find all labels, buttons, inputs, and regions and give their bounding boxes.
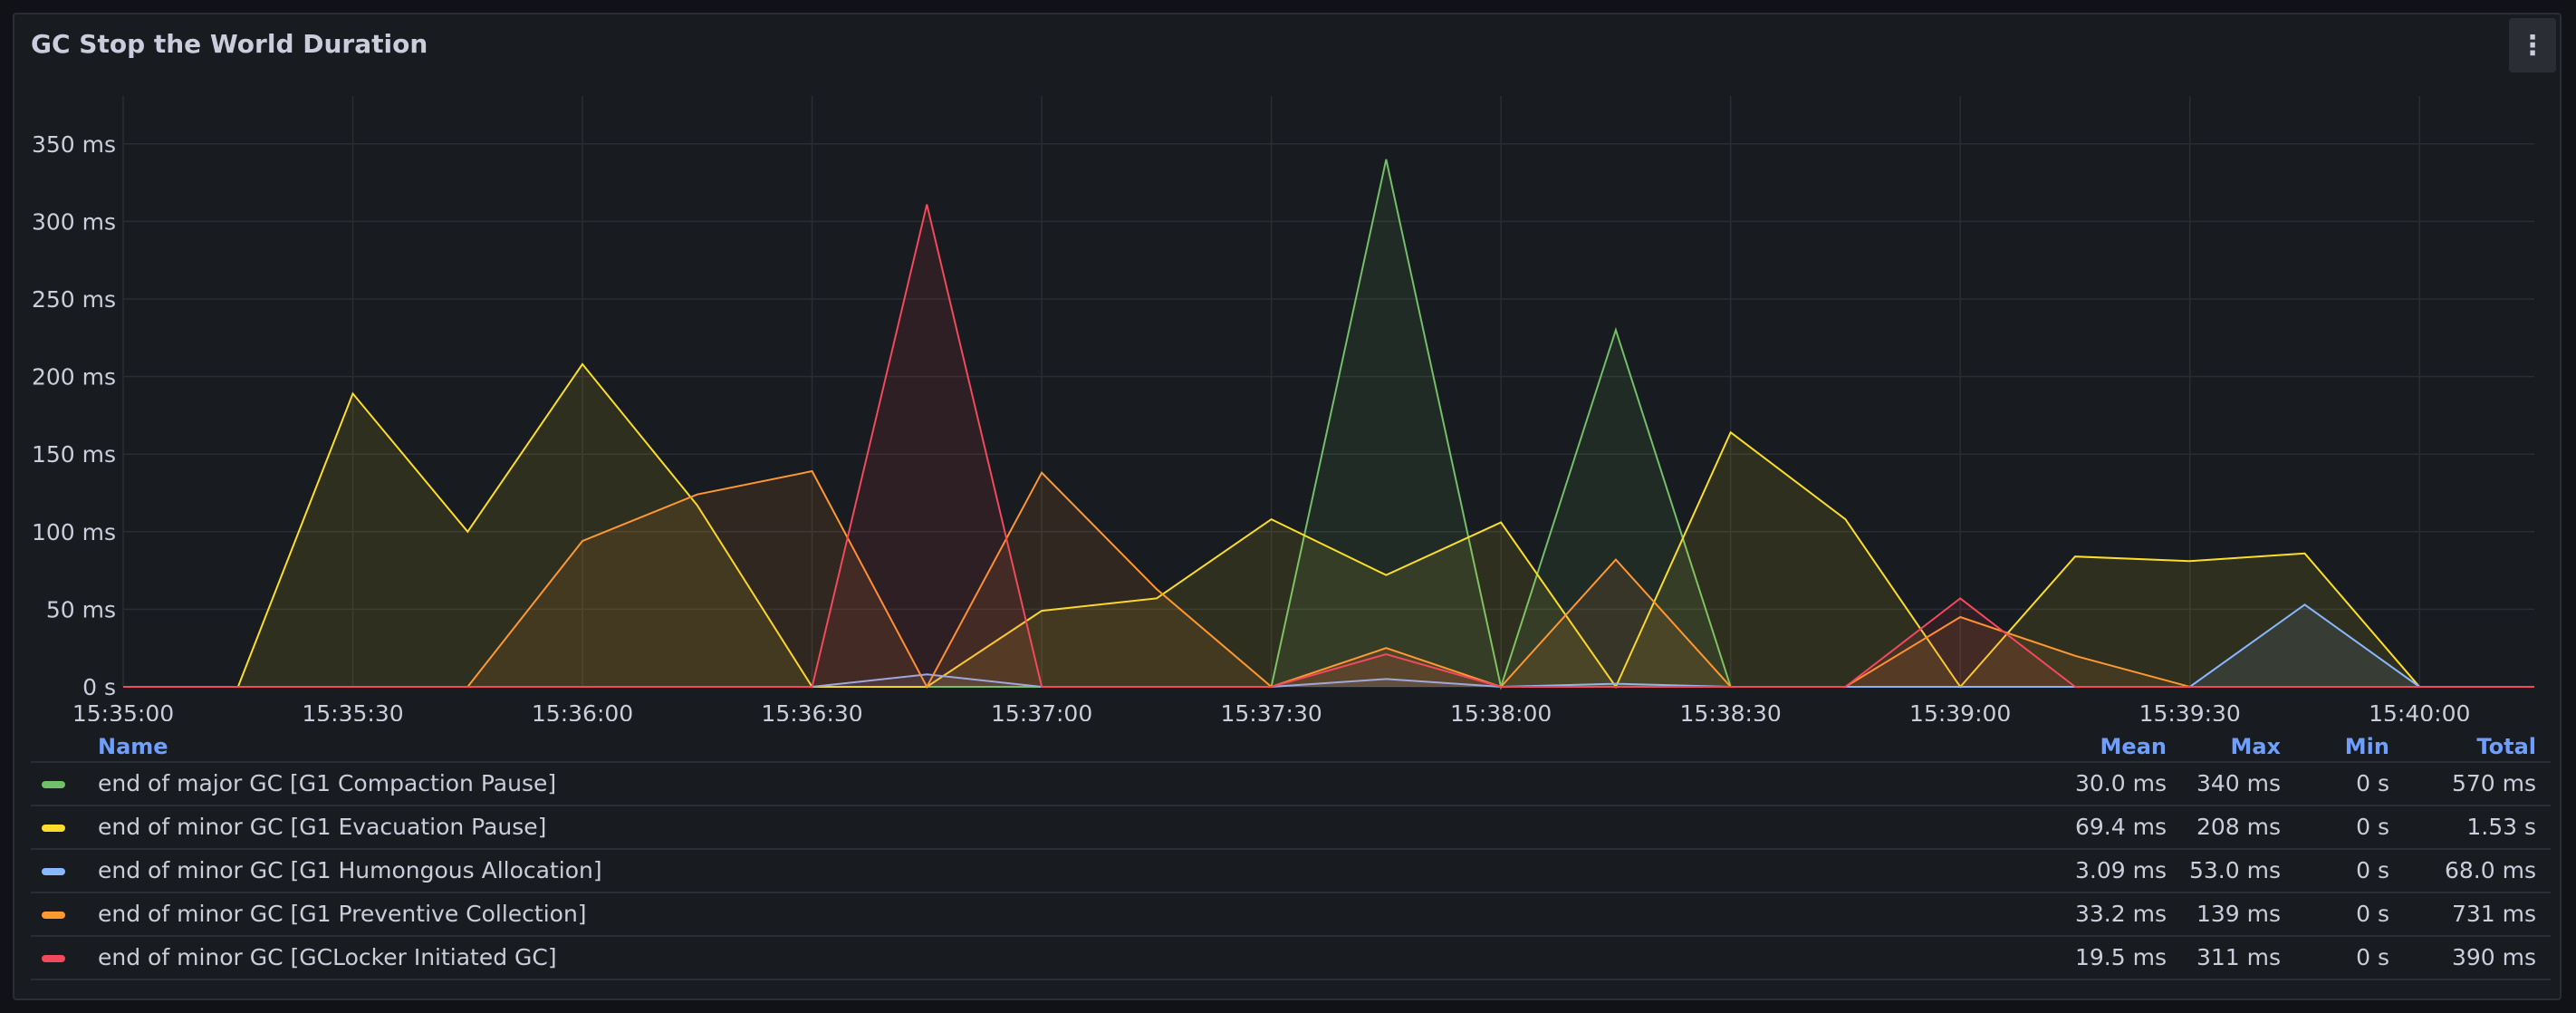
legend-color-swatch xyxy=(42,955,65,962)
legend-total: 68.0 ms xyxy=(2445,857,2536,883)
legend-max: 139 ms xyxy=(2196,901,2281,927)
legend-mean: 19.5 ms xyxy=(2075,944,2167,970)
legend-total: 731 ms xyxy=(2451,901,2536,927)
x-tick-label: 15:38:30 xyxy=(1680,700,1782,721)
legend-min: 0 s xyxy=(2356,770,2389,796)
legend-mean: 33.2 ms xyxy=(2075,901,2167,927)
gc-duration-chart: 0 s 50 ms 100 ms 150 ms 200 ms 250 ms 300 ms 35… xyxy=(32,96,2535,721)
legend-series-name: end of minor GC [G1 Evacuation Pause] xyxy=(98,814,547,840)
series-area xyxy=(123,363,2534,687)
legend-min: 0 s xyxy=(2356,901,2389,927)
x-tick-label: 15:37:00 xyxy=(991,700,1092,721)
y-tick-label: 350 ms xyxy=(32,131,116,158)
series-line xyxy=(123,362,2534,690)
legend-row[interactable]: end of minor GC [G1 Preventive Collectio… xyxy=(31,893,2551,937)
legend-min: 0 s xyxy=(2356,857,2389,883)
legend-header-name[interactable]: Name xyxy=(98,734,168,759)
y-tick-label: 100 ms xyxy=(32,519,116,545)
legend-color-swatch xyxy=(42,912,65,919)
legend-max: 53.0 ms xyxy=(2189,857,2281,883)
panel-title: GC Stop the World Duration xyxy=(31,29,428,59)
legend-total: 1.53 s xyxy=(2466,814,2536,840)
legend-mean: 69.4 ms xyxy=(2075,814,2167,840)
x-tick-label: 15:39:00 xyxy=(1909,700,2011,721)
legend-row[interactable]: end of minor GC [G1 Humongous Allocation… xyxy=(31,850,2551,893)
legend-row[interactable]: end of minor GC [G1 Evacuation Pause] 69.… xyxy=(31,806,2551,850)
x-tick-label: 15:35:30 xyxy=(302,700,403,721)
legend-max: 311 ms xyxy=(2196,944,2281,970)
x-tick-label: 15:36:30 xyxy=(761,700,862,721)
legend-series-name: end of minor GC [G1 Preventive Collectio… xyxy=(98,901,587,927)
legend-header-min[interactable]: Min xyxy=(2344,734,2389,759)
legend-min: 0 s xyxy=(2356,814,2389,840)
gc-panel: GC Stop the World Duration ⋮ 0 s 50 ms 100… xyxy=(13,13,2562,1000)
legend-series-name: end of minor GC [GCLocker Initiated GC] xyxy=(98,944,557,970)
legend-mean: 30.0 ms xyxy=(2075,770,2167,796)
x-tick-label: 15:40:00 xyxy=(2369,700,2470,721)
legend-table: Name Mean Max Min Total end of major GC … xyxy=(31,730,2551,980)
legend-max: 208 ms xyxy=(2196,814,2281,840)
legend-series-name: end of major GC [G1 Compaction Pause] xyxy=(98,770,557,796)
legend-min: 0 s xyxy=(2356,944,2389,970)
legend-color-swatch xyxy=(42,781,65,788)
legend-header: Name Mean Max Min Total xyxy=(31,730,2551,763)
legend-color-swatch xyxy=(42,868,65,875)
x-tick-label: 15:39:30 xyxy=(2139,700,2241,721)
legend-header-mean[interactable]: Mean xyxy=(2100,734,2167,759)
legend-color-swatch xyxy=(42,825,65,832)
legend-row[interactable]: end of major GC [G1 Compaction Pause] 30.… xyxy=(31,763,2551,806)
legend-header-total[interactable]: Total xyxy=(2476,734,2536,759)
series-area xyxy=(123,471,2534,687)
x-tick-label: 15:38:00 xyxy=(1450,700,1552,721)
x-tick-label: 15:37:30 xyxy=(1220,700,1322,721)
y-tick-label: 0 s xyxy=(82,674,116,700)
y-tick-label: 50 ms xyxy=(46,596,116,622)
y-tick-label: 250 ms xyxy=(32,286,116,313)
legend-series-name: end of minor GC [G1 Humongous Allocation… xyxy=(98,857,602,883)
y-tick-label: 300 ms xyxy=(32,208,116,235)
series-area xyxy=(123,604,2534,687)
y-tick-label: 200 ms xyxy=(32,364,116,391)
series-line xyxy=(123,204,2534,688)
series-line xyxy=(123,469,2534,690)
legend-max: 340 ms xyxy=(2196,770,2281,796)
legend-total: 570 ms xyxy=(2451,770,2536,796)
x-tick-label: 15:35:00 xyxy=(72,700,174,721)
legend-row[interactable]: end of minor GC [GCLocker Initiated GC] 1… xyxy=(31,937,2551,980)
y-tick-label: 150 ms xyxy=(32,441,116,468)
legend-mean: 3.09 ms xyxy=(2075,857,2167,883)
series-area xyxy=(123,159,2534,687)
x-tick-label: 15:36:00 xyxy=(532,700,633,721)
legend-header-max[interactable]: Max xyxy=(2230,734,2281,759)
legend-total: 390 ms xyxy=(2451,944,2536,970)
panel-menu-icon[interactable]: ⋮ xyxy=(2509,18,2556,72)
